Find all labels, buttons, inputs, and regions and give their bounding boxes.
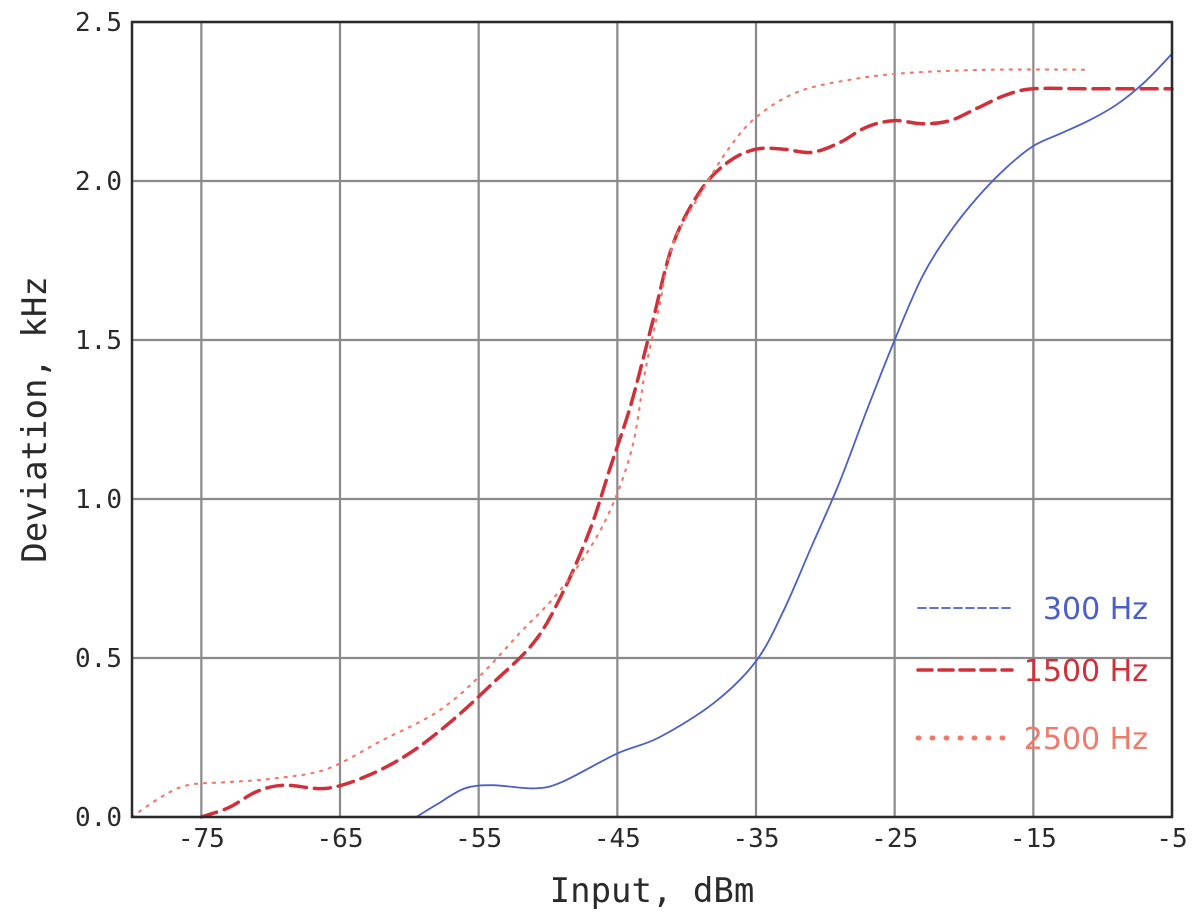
x-tick-label: -75: [178, 824, 225, 854]
x-tick-label: -35: [733, 824, 780, 854]
y-tick-label: 2.5: [75, 8, 122, 38]
y-tick-label: 1.5: [75, 326, 122, 356]
y-tick-label: 0.5: [75, 644, 122, 674]
series-lines: [130, 52, 1174, 819]
series-line-1500-hz: [199, 86, 1174, 819]
x-tick-label: -25: [871, 824, 918, 854]
x-tick-label: -65: [317, 824, 364, 854]
series-line-300-hz: [415, 52, 1173, 818]
plot-border: [130, 20, 1174, 819]
x-axis-title: Input, dBm: [550, 871, 755, 911]
legend: 300 Hz 1500 Hz 2500 Hz: [915, 592, 1148, 757]
x-tick-label: -55: [455, 824, 502, 854]
y-tick-label: 0.0: [75, 803, 122, 833]
y-axis-title: Deviation, kHz: [15, 276, 55, 563]
x-tick-label: -45: [594, 824, 641, 854]
x-tick-labels: -75 -65 -55 -45 -35 -25 -15 -5: [178, 824, 1188, 854]
legend-label-1500-hz: 1500 Hz: [1024, 654, 1148, 689]
legend-label-300-hz: 300 Hz: [1043, 592, 1148, 627]
y-tick-labels: 0.0 0.5 1.0 1.5 2.0 2.5: [75, 8, 122, 833]
x-tick-label: -5: [1156, 824, 1187, 854]
x-tick-label: -15: [1010, 824, 1057, 854]
y-tick-label: 2.0: [75, 167, 122, 197]
legend-label-2500-hz: 2500 Hz: [1024, 722, 1148, 757]
grid-lines: [132, 20, 1174, 819]
y-tick-label: 1.0: [75, 485, 122, 515]
